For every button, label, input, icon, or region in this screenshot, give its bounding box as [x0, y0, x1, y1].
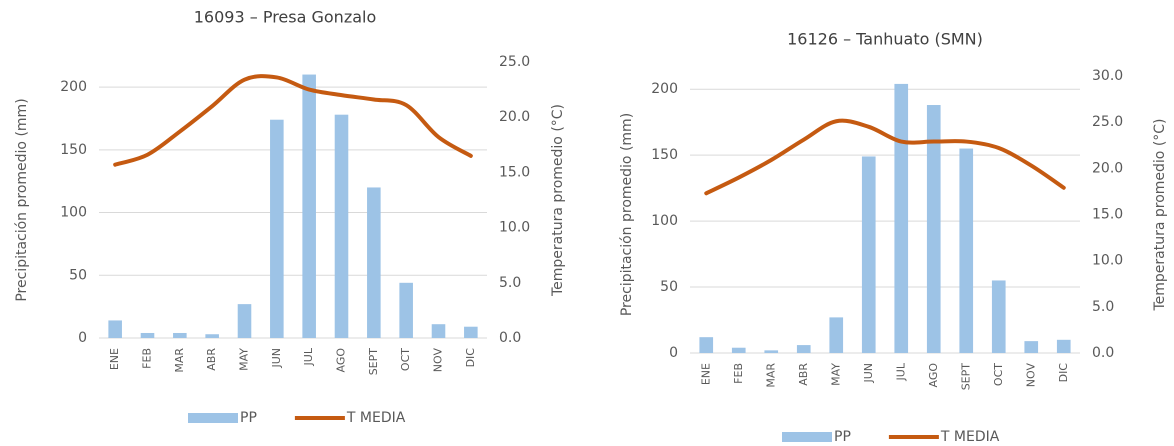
x-tick-label: OCT — [992, 363, 1005, 386]
x-tick-label: NOV — [432, 348, 445, 373]
y2-tick-label: 25.0 — [499, 54, 530, 70]
bar — [367, 187, 381, 338]
bar — [140, 332, 155, 338]
x-tick-label: MAR — [173, 348, 186, 373]
bar — [334, 114, 349, 338]
bar — [926, 105, 941, 354]
legend-label: T MEDIA — [940, 429, 1000, 445]
x-tick-label: SEPT — [367, 348, 380, 376]
line — [113, 74, 473, 167]
x-tick-label: ABR — [205, 348, 218, 371]
x-tick-label: ENE — [108, 348, 121, 370]
x-tick-label: DIC — [1057, 363, 1070, 383]
x-tick-label: ABR — [797, 363, 810, 386]
x-tick-label: AGO — [335, 348, 348, 373]
y-axis-label: Precipitación promedio (mm) — [619, 113, 635, 316]
bar — [731, 347, 746, 353]
bar — [1024, 341, 1039, 353]
y-tick-label: 0 — [78, 330, 87, 346]
bar — [764, 350, 779, 353]
chart-title: 16093 – Presa Gonzalo — [194, 8, 377, 27]
bar — [1056, 339, 1071, 353]
bar — [431, 324, 446, 338]
y-tick-label: 200 — [651, 81, 678, 97]
bar — [173, 332, 187, 338]
legend-label: PP — [834, 429, 851, 445]
y-tick-label: 50 — [69, 267, 87, 283]
line — [704, 118, 1066, 196]
y2-tick-label: 20.0 — [499, 109, 530, 125]
y2-tick-label: 20.0 — [1092, 160, 1123, 176]
x-tick-label: DIC — [464, 348, 477, 368]
y2-tick-label: 10.0 — [1092, 253, 1123, 269]
y2-tick-label: 15.0 — [1092, 207, 1123, 223]
y2-tick-label: 0.0 — [1092, 345, 1114, 361]
y-tick-label: 200 — [60, 79, 87, 95]
bar — [302, 74, 316, 338]
x-tick-label: JUL — [302, 347, 315, 366]
x-tick-label: SEPT — [959, 363, 972, 391]
x-tick-label: JUN — [270, 348, 283, 369]
x-tick-label: JUL — [894, 362, 907, 381]
y2-tick-label: 5.0 — [499, 275, 521, 291]
x-tick-label: NOV — [1024, 363, 1037, 388]
y-tick-label: 100 — [60, 205, 87, 221]
y2-tick-label: 10.0 — [499, 220, 530, 236]
bar — [205, 334, 219, 338]
y2-tick-label: 0.0 — [499, 330, 521, 346]
y2-axis-label: Temperatura promedio (°C) — [1152, 118, 1168, 311]
x-tick-label: ENE — [699, 363, 712, 385]
bar — [796, 345, 811, 353]
x-tick-label: OCT — [399, 348, 412, 371]
x-tick-label: AGO — [927, 363, 940, 388]
bar — [108, 320, 122, 338]
bar — [399, 282, 413, 338]
y2-tick-label: 5.0 — [1092, 299, 1114, 315]
bar — [270, 119, 284, 338]
x-tick-label: JUN — [862, 363, 875, 384]
y2-tick-label: 30.0 — [1092, 68, 1123, 84]
y-tick-label: 50 — [660, 279, 678, 295]
y2-axis-label: Temperatura promedio (°C) — [550, 104, 566, 297]
bar — [237, 304, 252, 338]
x-tick-label: MAY — [829, 363, 842, 386]
legend-label: PP — [240, 410, 257, 426]
y-tick-label: 100 — [651, 213, 678, 229]
y-tick-label: 150 — [60, 142, 87, 158]
y-tick-label: 0 — [669, 345, 678, 361]
x-tick-label: FEB — [141, 348, 154, 369]
legend-swatch — [782, 432, 832, 442]
bar — [959, 148, 974, 353]
x-tick-label: MAR — [764, 363, 777, 388]
legend-label: T MEDIA — [346, 410, 406, 426]
x-tick-label: FEB — [732, 363, 745, 384]
bar — [861, 156, 876, 353]
x-tick-label: MAY — [238, 348, 251, 371]
y2-tick-label: 15.0 — [499, 164, 530, 180]
bar — [894, 83, 909, 354]
chart-title: 16126 – Tanhuato (SMN) — [787, 30, 983, 49]
bar — [464, 326, 478, 338]
y-tick-label: 150 — [651, 147, 678, 163]
y2-tick-label: 25.0 — [1092, 114, 1123, 130]
y-axis-label: Precipitación promedio (mm) — [14, 98, 30, 301]
bar — [699, 337, 714, 353]
bar — [829, 317, 844, 353]
legend-swatch — [188, 413, 238, 423]
bar — [991, 280, 1006, 353]
